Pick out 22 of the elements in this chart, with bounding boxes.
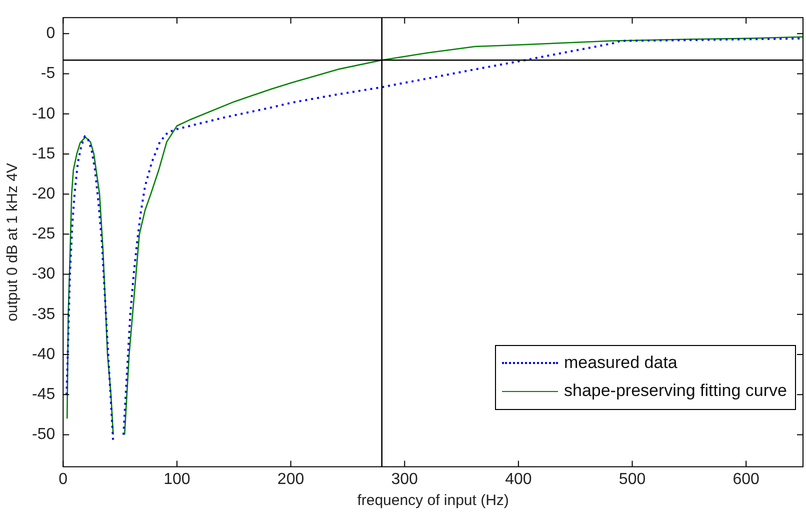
- x-axis-title: frequency of input (Hz): [357, 492, 509, 510]
- y-tick-label: -5: [40, 65, 56, 82]
- x-tick-label: 0: [58, 470, 68, 488]
- y-tick-label: -35: [32, 306, 56, 323]
- y-tick-label: -45: [32, 386, 56, 404]
- y-axis-title: output 0 dB at 1 kHz 4V: [4, 162, 22, 322]
- x-tick-label: 400: [505, 470, 532, 488]
- x-tick-label: 200: [277, 470, 304, 488]
- x-tick-label: 300: [391, 470, 418, 488]
- y-tick-label: -40: [32, 346, 56, 363]
- y-tick-label: -20: [32, 185, 56, 202]
- y-tick-label: -10: [32, 105, 56, 122]
- legend-label: shape-preserving fitting curve: [564, 381, 787, 401]
- x-tick-label: 500: [618, 470, 646, 488]
- y-tick-label: -15: [32, 145, 56, 162]
- y-tick-label: 0: [46, 25, 56, 42]
- y-tick-label: -30: [32, 266, 56, 283]
- y-tick-label: -25: [32, 226, 56, 243]
- legend-label: measured data: [564, 353, 678, 373]
- y-tick-label: -50: [32, 426, 56, 444]
- x-tick-label: 600: [732, 470, 760, 488]
- x-tick-label: 100: [164, 470, 190, 488]
